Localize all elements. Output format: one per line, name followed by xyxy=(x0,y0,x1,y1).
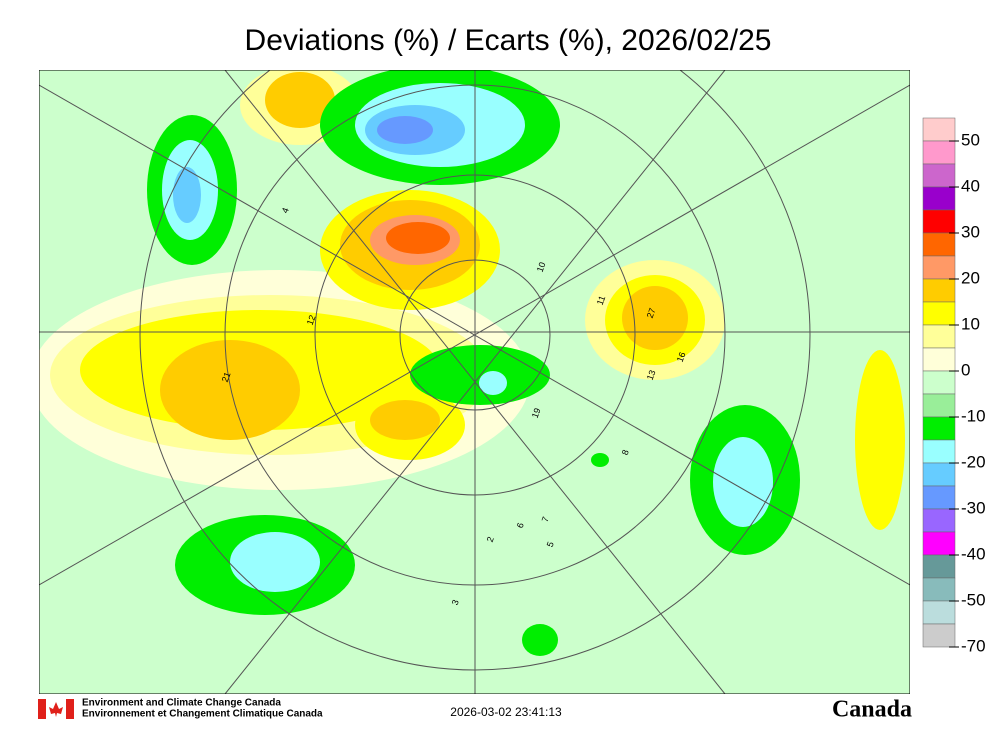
field xyxy=(591,453,609,467)
colorbar-swatch xyxy=(922,324,956,349)
colorbar-swatch xyxy=(922,232,956,257)
colorbar-swatch xyxy=(922,439,956,464)
colorbar-swatch xyxy=(922,623,956,648)
colorbar-label: 50 xyxy=(961,130,980,149)
field xyxy=(522,624,558,656)
field xyxy=(160,340,300,440)
colorbar-label: -10 xyxy=(961,406,986,425)
field xyxy=(230,532,320,592)
station-labels: 21 12 27 11 13 16 19 8 6 7 2 3 4 10 5 xyxy=(220,206,688,606)
colorbar-swatch xyxy=(922,393,956,418)
colorbar-swatch xyxy=(922,186,956,211)
colorbar-label: 10 xyxy=(961,314,980,333)
station-label: 8 xyxy=(620,448,631,456)
flag-leaf xyxy=(49,702,63,717)
colorbar-swatch xyxy=(922,462,956,487)
colorbar-label: -30 xyxy=(961,498,986,517)
agency-en: Environment and Climate Change Canada xyxy=(82,698,281,709)
colorbar-swatch xyxy=(922,370,956,395)
station-label: 7 xyxy=(540,515,551,523)
colorbar-label: -40 xyxy=(961,544,986,563)
station-label: 5 xyxy=(545,540,556,548)
field xyxy=(265,72,335,128)
station-label: 6 xyxy=(515,521,526,529)
colorbar-label: -70 xyxy=(961,636,986,655)
station-label: 19 xyxy=(530,407,543,420)
colorbar-label: 40 xyxy=(961,176,980,195)
field xyxy=(479,371,507,395)
graticule xyxy=(39,70,910,694)
colorbar-swatch xyxy=(922,508,956,533)
station-label: 2 xyxy=(485,535,496,543)
timestamp: 2026-03-02 23:41:13 xyxy=(450,705,562,719)
colorbar-label: -50 xyxy=(961,590,986,609)
colorbar-swatch xyxy=(922,485,956,510)
field xyxy=(713,437,773,527)
station-label: 13 xyxy=(645,369,658,382)
flag-bar xyxy=(66,699,74,719)
field xyxy=(370,400,440,440)
colorbar-swatch xyxy=(922,209,956,234)
field xyxy=(622,286,688,350)
field xyxy=(377,116,433,144)
station-label: 21 xyxy=(220,371,233,384)
colorbar-label: -20 xyxy=(961,452,986,471)
title: Deviations (%) / Ecarts (%), 2026/02/25 xyxy=(245,24,772,57)
station-label: 12 xyxy=(305,314,318,327)
station-label: 27 xyxy=(645,307,658,320)
colorbar-label: 0 xyxy=(961,360,970,379)
colorbar-swatch xyxy=(922,554,956,579)
colorbar-swatch xyxy=(922,577,956,602)
footer: Environment and Climate Change Canada En… xyxy=(38,697,912,723)
station-label: 4 xyxy=(280,206,291,214)
colorbar-label: 30 xyxy=(961,222,980,241)
colorbar-swatch xyxy=(922,163,956,188)
colorbar: 50 40 30 20 10 0 -10 -20 -30 -40 -50 -70 xyxy=(922,117,986,655)
field xyxy=(386,222,450,254)
wordmark: Canada xyxy=(832,697,912,723)
colorbar-label: 20 xyxy=(961,268,980,287)
colorbar-swatch xyxy=(922,600,956,625)
colorbar-swatch xyxy=(922,416,956,441)
field xyxy=(855,350,905,530)
colorbar-swatch xyxy=(922,531,956,556)
map xyxy=(39,70,910,694)
station-label: 3 xyxy=(450,598,461,606)
station-label: 11 xyxy=(595,294,608,306)
station-label: 16 xyxy=(675,351,688,364)
colorbar-swatch xyxy=(922,347,956,372)
colorbar-swatch xyxy=(922,301,956,326)
station-label: 10 xyxy=(535,261,548,274)
colorbar-swatch xyxy=(922,117,956,142)
flag-bar xyxy=(38,699,46,719)
colorbar-swatch xyxy=(922,255,956,280)
field xyxy=(173,167,201,223)
agency-fr: Environnement et Changement Climatique C… xyxy=(82,709,323,720)
colorbar-swatch xyxy=(922,140,956,165)
colorbar-swatch xyxy=(922,278,956,303)
